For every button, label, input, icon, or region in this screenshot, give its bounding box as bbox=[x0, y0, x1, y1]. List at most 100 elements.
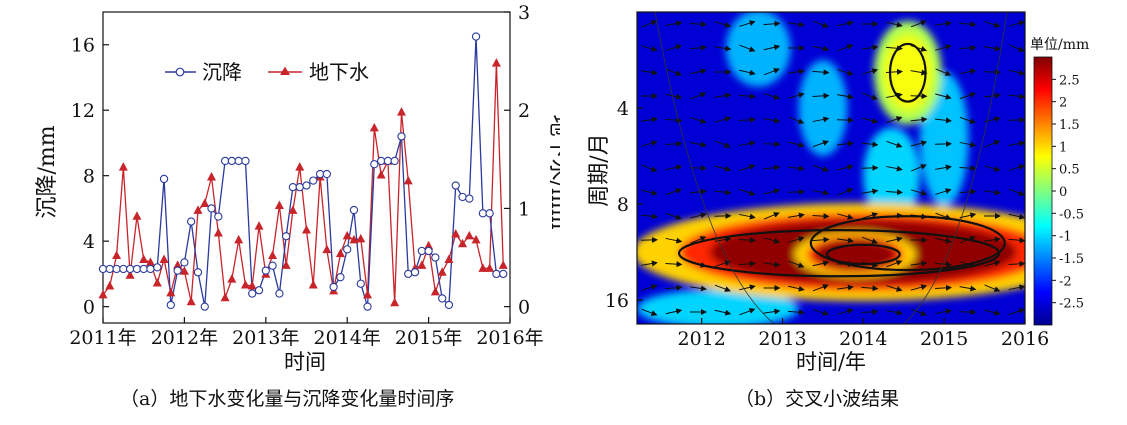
phase-arrow bbox=[788, 285, 805, 292]
phase-arrow bbox=[739, 44, 756, 52]
phase-arrow bbox=[837, 44, 854, 52]
groundwater-point bbox=[207, 171, 217, 181]
phase-arrow bbox=[788, 212, 805, 219]
wavelet-power-region bbox=[885, 38, 931, 108]
settlement-point bbox=[227, 156, 237, 166]
chart-b-plot-frame bbox=[636, 11, 1026, 325]
phase-arrow bbox=[935, 237, 952, 244]
settlement-point bbox=[105, 264, 114, 274]
settlement-point bbox=[146, 264, 155, 274]
phase-arrow bbox=[665, 20, 683, 27]
phase-arrow bbox=[959, 165, 977, 172]
phase-arrow bbox=[984, 189, 1001, 196]
chart-a-ticks: 2011年 2012年 2013年 2014年 2015年 2016年0481216012… bbox=[69, 2, 543, 349]
settlement-point bbox=[329, 282, 338, 292]
phase-arrow bbox=[690, 92, 707, 100]
y-tick-label: 8 bbox=[617, 194, 629, 216]
y-left-tick-label: 4 bbox=[83, 231, 95, 253]
groundwater-point bbox=[152, 278, 162, 287]
phase-arrow bbox=[763, 308, 781, 315]
settlement-point bbox=[336, 273, 345, 282]
phase-arrow bbox=[714, 165, 732, 172]
settlement-point bbox=[322, 169, 331, 179]
cross-wavelet-chart: 2012 2013 2014 2015 2016 4 8 16 单位/mm 2.5 2 1.5 1 0… bbox=[587, 11, 1089, 374]
phase-arrow bbox=[665, 140, 683, 147]
wavelet-power-region bbox=[863, 127, 920, 224]
colorbar-tick-label: 1 bbox=[1059, 140, 1067, 155]
phase-arrow bbox=[861, 92, 878, 100]
groundwater-point bbox=[424, 240, 434, 250]
phase-arrow bbox=[861, 68, 879, 75]
groundwater-point bbox=[430, 286, 440, 296]
chart-a-axes bbox=[102, 11, 511, 324]
settlement-point bbox=[200, 302, 209, 311]
phase-arrow bbox=[763, 212, 780, 220]
chart-b-caption: （b）交叉小波结果 bbox=[735, 388, 900, 410]
phase-arrow bbox=[665, 261, 683, 268]
settlement-point bbox=[302, 181, 311, 190]
phase-arrow bbox=[886, 236, 903, 243]
settlement-point bbox=[444, 300, 454, 310]
settlement-point bbox=[98, 264, 108, 274]
phase-arrow bbox=[763, 44, 781, 51]
phase-arrow bbox=[886, 165, 903, 172]
settlement-point bbox=[471, 32, 481, 41]
colorbar-tick-label: 2 bbox=[1059, 96, 1067, 111]
significance-contour bbox=[809, 215, 1006, 272]
series-settlement-line bbox=[103, 36, 504, 307]
phase-arrow bbox=[1008, 284, 1025, 291]
phase-arrow bbox=[739, 140, 756, 147]
chart-b-ylabel: 周期/月 bbox=[587, 133, 612, 206]
phase-arrow bbox=[837, 20, 854, 27]
phase-arrow bbox=[910, 20, 927, 28]
groundwater-point bbox=[274, 200, 284, 209]
phase-arrow bbox=[959, 116, 976, 124]
settlement-point bbox=[261, 266, 270, 275]
phase-arrow bbox=[665, 93, 683, 100]
phase-arrow bbox=[739, 164, 756, 172]
phase-arrow bbox=[788, 236, 805, 243]
groundwater-point bbox=[227, 274, 237, 283]
phase-arrow bbox=[641, 164, 658, 172]
groundwater-point bbox=[376, 170, 386, 179]
phase-arrow bbox=[788, 68, 805, 75]
groundwater-point bbox=[98, 289, 108, 299]
groundwater-point bbox=[458, 238, 468, 248]
phase-arrow bbox=[837, 213, 854, 220]
phase-arrow bbox=[714, 284, 731, 292]
phase-arrow bbox=[1008, 164, 1025, 171]
colorbar-tick-label: -1.5 bbox=[1059, 252, 1084, 267]
y-right-tick-label: 3 bbox=[518, 2, 530, 24]
groundwater-point bbox=[173, 260, 183, 269]
phase-arrow bbox=[886, 21, 903, 28]
phase-arrow bbox=[714, 116, 732, 123]
phase-arrow bbox=[1008, 69, 1025, 76]
phase-arrow bbox=[837, 164, 854, 171]
colorbar: 单位/mm 2.5 2 1.5 1 0.5 0 -0.5 -1 -1.5 -2 -2.5 bbox=[1030, 37, 1089, 326]
phase-arrow bbox=[910, 308, 927, 316]
phase-arrow bbox=[763, 117, 781, 124]
groundwater-point bbox=[363, 289, 373, 299]
settlement-point bbox=[173, 266, 182, 275]
colorbar-tick-label: 0.5 bbox=[1059, 163, 1080, 178]
phase-arrow bbox=[738, 237, 756, 244]
phase-arrow bbox=[910, 164, 927, 172]
groundwater-point bbox=[403, 175, 413, 185]
settlement-point bbox=[492, 269, 501, 279]
phase-arrow bbox=[959, 188, 977, 195]
y-right-tick-label: 0 bbox=[518, 297, 530, 319]
phase-arrow bbox=[812, 260, 830, 267]
groundwater-point bbox=[166, 287, 176, 297]
groundwater-point bbox=[139, 254, 149, 263]
phase-arrow bbox=[959, 21, 977, 28]
phase-arrow bbox=[934, 284, 952, 291]
x-tick-label: 2016 bbox=[1001, 328, 1049, 350]
settlement-point bbox=[410, 268, 420, 277]
phase-arrow bbox=[641, 20, 658, 28]
wavelet-power-region bbox=[725, 12, 791, 87]
colorbar-tick-label: -2.5 bbox=[1059, 297, 1084, 312]
settlement-point bbox=[125, 264, 135, 274]
phase-arrow bbox=[714, 140, 731, 148]
phase-arrow bbox=[885, 68, 903, 75]
phase-arrow bbox=[788, 141, 805, 148]
